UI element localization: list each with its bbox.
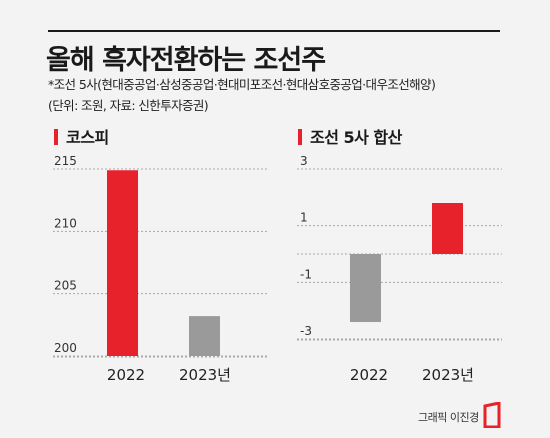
bar-2022	[350, 254, 381, 322]
y-tick-label: 210	[54, 216, 77, 230]
y-tick-label: 1	[300, 211, 308, 225]
y-tick-label: 215	[54, 154, 77, 168]
unit-source-note: (단위: 조원, 자료: 신한투자증권)	[48, 98, 209, 113]
y-tick-label: 205	[54, 279, 77, 293]
red-marker	[54, 129, 58, 145]
x-category-label: 2022	[107, 366, 145, 384]
bar-2022	[107, 170, 138, 356]
companies-note: *조선 5사(현대중공업·삼성중공업·현대미포조선·현대삼호중공업·대우조선해양…	[48, 77, 436, 92]
y-tick-label: 3	[300, 154, 308, 168]
top-rule	[48, 30, 500, 32]
shipbuilders-panel-title: 조선 5사 합산	[298, 124, 402, 148]
bar-2023년	[189, 316, 220, 356]
shipbuilders-title-text: 조선 5사 합산	[310, 128, 402, 147]
newspaper-logo-icon	[483, 402, 501, 428]
red-marker	[298, 129, 302, 145]
bar-2023년	[432, 203, 463, 254]
kospi-title-text: 코스피	[66, 128, 109, 147]
y-tick-label: -1	[300, 267, 312, 281]
kospi-panel-title: 코스피	[54, 124, 109, 148]
chart-title: 올해 흑자전환하는 조선주	[46, 45, 326, 76]
x-category-label: 2023년	[422, 366, 474, 384]
y-tick-label: -3	[300, 324, 312, 338]
y-tick-label: 200	[54, 341, 77, 355]
x-category-label: 2022	[350, 366, 388, 384]
x-category-label: 2023년	[179, 366, 231, 384]
graphic-credit: 그래픽 이진경	[418, 411, 479, 424]
